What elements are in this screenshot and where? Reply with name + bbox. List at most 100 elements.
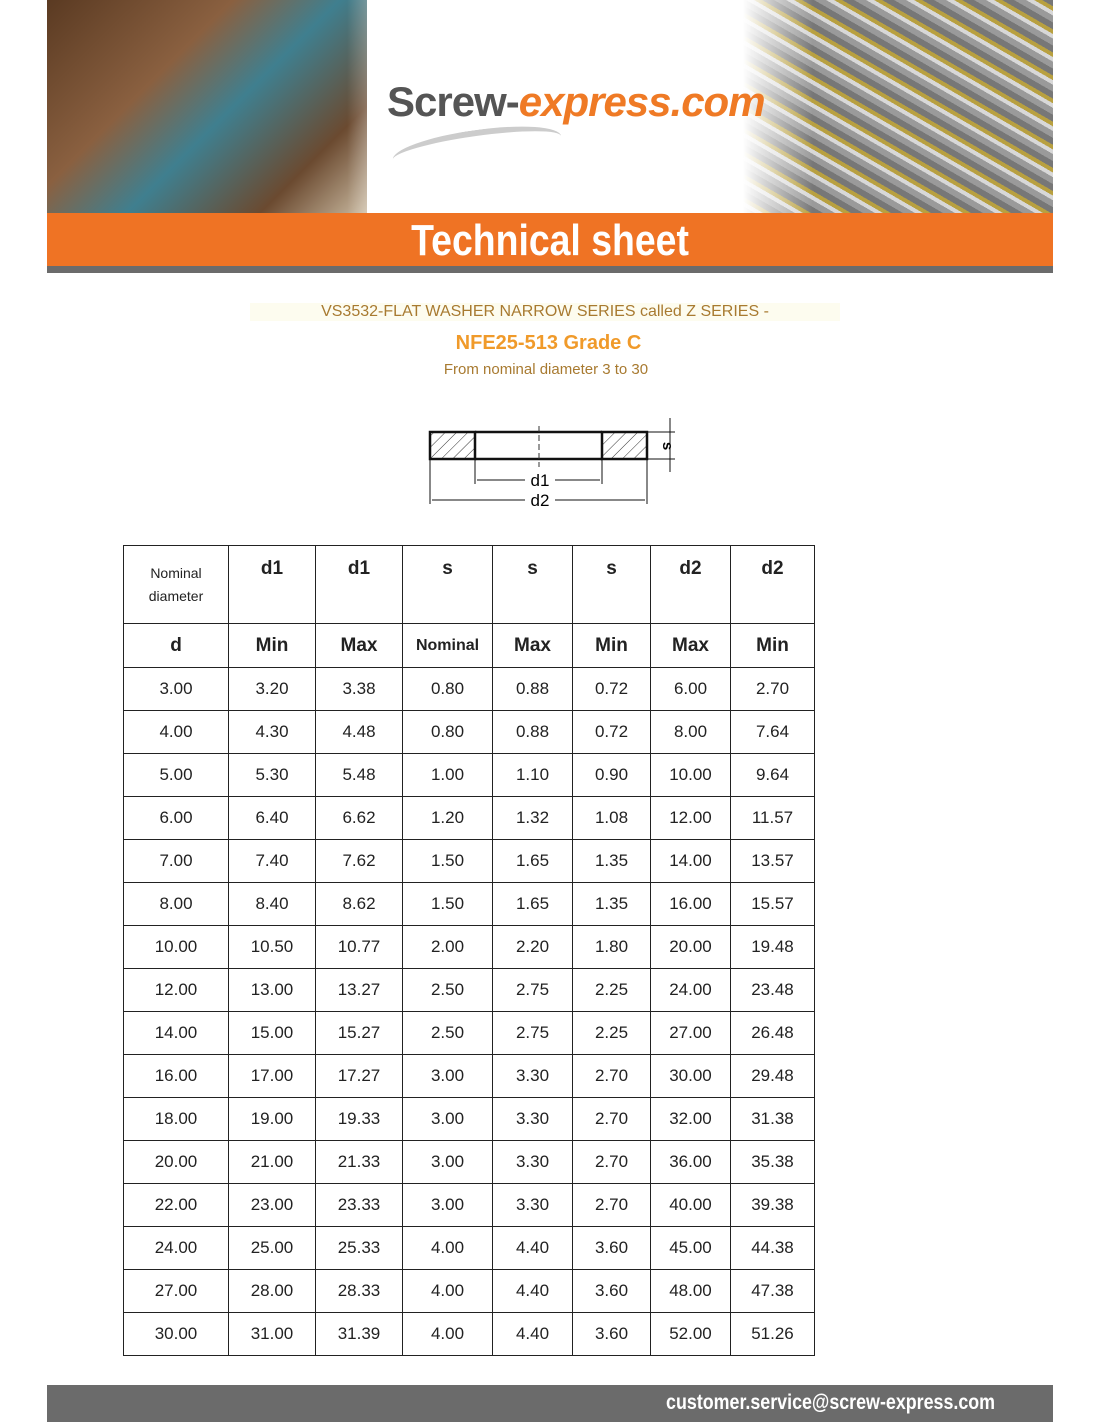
table-cell: 3.00 bbox=[402, 1097, 493, 1141]
column-subheader: Max bbox=[315, 623, 403, 668]
column-header: Nominal diameter bbox=[123, 545, 229, 624]
table-cell: 1.65 bbox=[492, 839, 573, 883]
table-cell: 1.32 bbox=[492, 796, 573, 840]
column-subheader: d bbox=[123, 623, 229, 668]
table-cell: 26.48 bbox=[730, 1011, 815, 1055]
table-cell: 14.00 bbox=[650, 839, 731, 883]
header-row-sub: d Min Max Nominal Max Min Max Min bbox=[123, 623, 815, 668]
table-cell: 28.33 bbox=[315, 1269, 403, 1313]
table-cell: 31.39 bbox=[315, 1312, 403, 1356]
table-row: 6.00 6.40 6.62 1.20 1.32 1.08 12.00 11.57 bbox=[123, 796, 815, 840]
table-row: 30.00 31.00 31.39 4.00 4.40 3.60 52.00 51.26 bbox=[123, 1312, 815, 1356]
table-cell: 4.30 bbox=[228, 710, 316, 754]
contact-email: customer.service@screw-express.com bbox=[666, 1391, 995, 1414]
table-cell: 2.20 bbox=[492, 925, 573, 969]
table-cell: 0.80 bbox=[402, 710, 493, 754]
table-cell: 29.48 bbox=[730, 1054, 815, 1098]
table-cell: 3.60 bbox=[572, 1226, 651, 1270]
table-cell: 7.00 bbox=[123, 839, 229, 883]
table-cell: 45.00 bbox=[650, 1226, 731, 1270]
table-cell: 2.70 bbox=[572, 1140, 651, 1184]
page-title: Technical sheet bbox=[411, 216, 689, 265]
table-cell: 4.40 bbox=[492, 1269, 573, 1313]
table-cell: 35.38 bbox=[730, 1140, 815, 1184]
table-row: 5.00 5.30 5.48 1.00 1.10 0.90 10.00 9.64 bbox=[123, 753, 815, 797]
column-header: d2 bbox=[650, 545, 731, 624]
logo: Screw-express.com bbox=[387, 78, 766, 125]
header-row-top: Nominal diameter d1 d1 s s s d2 d2 bbox=[123, 545, 815, 624]
table-cell: 3.30 bbox=[492, 1140, 573, 1184]
table-cell: 2.70 bbox=[572, 1183, 651, 1227]
table-cell: 4.00 bbox=[123, 710, 229, 754]
table-cell: 3.30 bbox=[492, 1054, 573, 1098]
table-cell: 23.33 bbox=[315, 1183, 403, 1227]
table-row: 24.00 25.00 25.33 4.00 4.40 3.60 45.00 44.38 bbox=[123, 1226, 815, 1270]
table-cell: 2.00 bbox=[402, 925, 493, 969]
table-cell: 1.65 bbox=[492, 882, 573, 926]
dimensions-table: Nominal diameter d1 d1 s s s d2 d2 d Min Max Nomin… bbox=[123, 545, 815, 1356]
table-cell: 2.75 bbox=[492, 968, 573, 1012]
table-cell: 2.25 bbox=[572, 1011, 651, 1055]
table-cell: 32.00 bbox=[650, 1097, 731, 1141]
table-cell: 13.27 bbox=[315, 968, 403, 1012]
table-cell: 48.00 bbox=[650, 1269, 731, 1313]
table-cell: 16.00 bbox=[123, 1054, 229, 1098]
table-cell: 12.00 bbox=[123, 968, 229, 1012]
table-cell: 23.48 bbox=[730, 968, 815, 1012]
table-row: 16.00 17.00 17.27 3.00 3.30 2.70 30.00 29.48 bbox=[123, 1054, 815, 1098]
column-header: d2 bbox=[730, 545, 815, 624]
table-cell: 27.00 bbox=[650, 1011, 731, 1055]
table-cell: 19.00 bbox=[228, 1097, 316, 1141]
table-cell: 36.00 bbox=[650, 1140, 731, 1184]
table-cell: 3.38 bbox=[315, 667, 403, 711]
table-cell: 44.38 bbox=[730, 1226, 815, 1270]
table-cell: 8.00 bbox=[650, 710, 731, 754]
table-cell: 11.57 bbox=[730, 796, 815, 840]
table-cell: 8.00 bbox=[123, 882, 229, 926]
table-cell: 19.48 bbox=[730, 925, 815, 969]
table-cell: 9.64 bbox=[730, 753, 815, 797]
table-cell: 13.00 bbox=[228, 968, 316, 1012]
column-subheader: Max bbox=[650, 623, 731, 668]
table-cell: 2.70 bbox=[730, 667, 815, 711]
table-cell: 40.00 bbox=[650, 1183, 731, 1227]
table-cell: 20.00 bbox=[650, 925, 731, 969]
table-cell: 8.62 bbox=[315, 882, 403, 926]
table-cell: 3.30 bbox=[492, 1097, 573, 1141]
table-cell: 23.00 bbox=[228, 1183, 316, 1227]
column-subheader: Min bbox=[730, 623, 815, 668]
title-bar: Technical sheet bbox=[47, 213, 1053, 266]
washer-diagram: d1 d2 s bbox=[428, 418, 676, 510]
table-cell: 0.88 bbox=[492, 710, 573, 754]
table-row: 4.00 4.30 4.48 0.80 0.88 0.72 8.00 7.64 bbox=[123, 710, 815, 754]
table-cell: 6.40 bbox=[228, 796, 316, 840]
table-cell: 24.00 bbox=[650, 968, 731, 1012]
table-cell: 15.27 bbox=[315, 1011, 403, 1055]
table-cell: 24.00 bbox=[123, 1226, 229, 1270]
table-cell: 7.64 bbox=[730, 710, 815, 754]
table-cell: 31.38 bbox=[730, 1097, 815, 1141]
table-cell: 17.00 bbox=[228, 1054, 316, 1098]
table-cell: 30.00 bbox=[650, 1054, 731, 1098]
footer: customer.service@screw-express.com bbox=[47, 1385, 1053, 1422]
table-cell: 2.50 bbox=[402, 1011, 493, 1055]
table-cell: 4.40 bbox=[492, 1226, 573, 1270]
table-row: 14.00 15.00 15.27 2.50 2.75 2.25 27.00 26.48 bbox=[123, 1011, 815, 1055]
table-cell: 1.50 bbox=[402, 882, 493, 926]
s-label: s bbox=[659, 442, 676, 450]
table-row: 20.00 21.00 21.33 3.00 3.30 2.70 36.00 35.38 bbox=[123, 1140, 815, 1184]
column-subheader: Min bbox=[228, 623, 316, 668]
table-cell: 19.33 bbox=[315, 1097, 403, 1141]
table-cell: 1.08 bbox=[572, 796, 651, 840]
table-cell: 1.10 bbox=[492, 753, 573, 797]
table-cell: 28.00 bbox=[228, 1269, 316, 1313]
table-cell: 20.00 bbox=[123, 1140, 229, 1184]
table-cell: 22.00 bbox=[123, 1183, 229, 1227]
table-row: 22.00 23.00 23.33 3.00 3.30 2.70 40.00 39.38 bbox=[123, 1183, 815, 1227]
table-cell: 3.20 bbox=[228, 667, 316, 711]
table-cell: 5.00 bbox=[123, 753, 229, 797]
table-cell: 1.20 bbox=[402, 796, 493, 840]
table-cell: 30.00 bbox=[123, 1312, 229, 1356]
table-cell: 4.00 bbox=[402, 1312, 493, 1356]
table-row: 10.00 10.50 10.77 2.00 2.20 1.80 20.00 19.48 bbox=[123, 925, 815, 969]
